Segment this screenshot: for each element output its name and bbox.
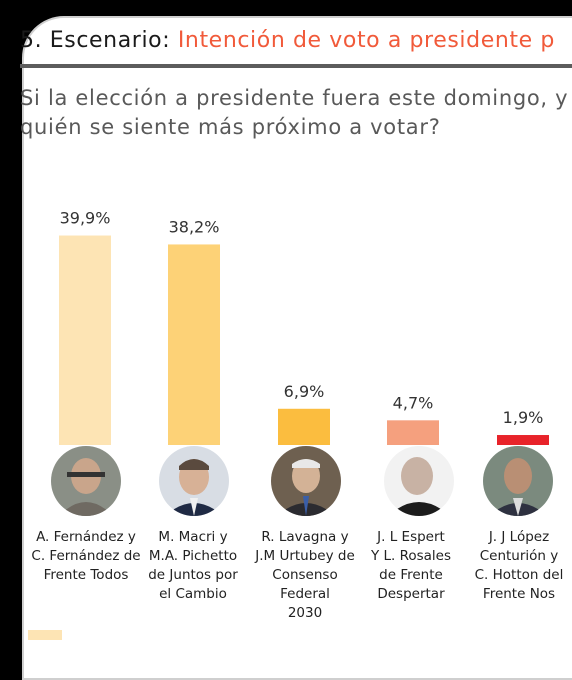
bar-3 xyxy=(278,408,330,445)
bar-5 xyxy=(497,435,549,445)
question-line-2: quién se siente más próximo a votar? xyxy=(20,115,441,139)
survey-card xyxy=(22,16,572,680)
bar-2 xyxy=(168,244,220,445)
bar-value-label-1: 39,9% xyxy=(60,209,111,228)
candidate-label-4: J. L Espert Y L. Rosales de Frente Despe… xyxy=(370,529,452,602)
page-title: 5. Escenario: Intención de voto a presid… xyxy=(20,28,555,53)
bar-value-label-2: 38,2% xyxy=(169,217,220,236)
bar-value-label-3: 6,9% xyxy=(284,382,325,401)
candidate-photo-2 xyxy=(159,446,229,516)
bar-1 xyxy=(59,235,111,445)
bar-chart: 39,9% 38,2% 6,9% 4,7% 1,9% xyxy=(59,209,549,445)
title-accent: Intención de voto a presidente p xyxy=(177,28,555,53)
bar-4 xyxy=(387,420,439,445)
candidate-photo-4 xyxy=(384,446,454,516)
candidate-photo-1 xyxy=(51,446,121,516)
candidate-photo-5 xyxy=(483,446,553,516)
question-line-1: Si la elección a presidente fuera este d… xyxy=(20,86,569,110)
bar-value-label-4: 4,7% xyxy=(393,393,434,412)
survey-question: Si la elección a presidente fuera este d… xyxy=(20,84,572,142)
legend-swatch xyxy=(28,630,62,640)
candidate-photo-3 xyxy=(271,446,341,516)
bar-value-label-5: 1,9% xyxy=(503,408,544,427)
title-prefix: 5. Escenario: xyxy=(20,28,171,53)
title-divider xyxy=(20,64,572,68)
candidate-label-3: R. Lavagna y J.M Urtubey de Consenso Fed… xyxy=(255,529,355,621)
candidate-label-5: J. J López Centurión y C. Hotton del Fre… xyxy=(474,529,564,602)
candidate-label-1: A. Fernández y C. Fernández de Frente To… xyxy=(31,529,141,583)
candidate-label-2: M. Macri y M.A. Pichetto de Juntos por e… xyxy=(148,529,238,602)
